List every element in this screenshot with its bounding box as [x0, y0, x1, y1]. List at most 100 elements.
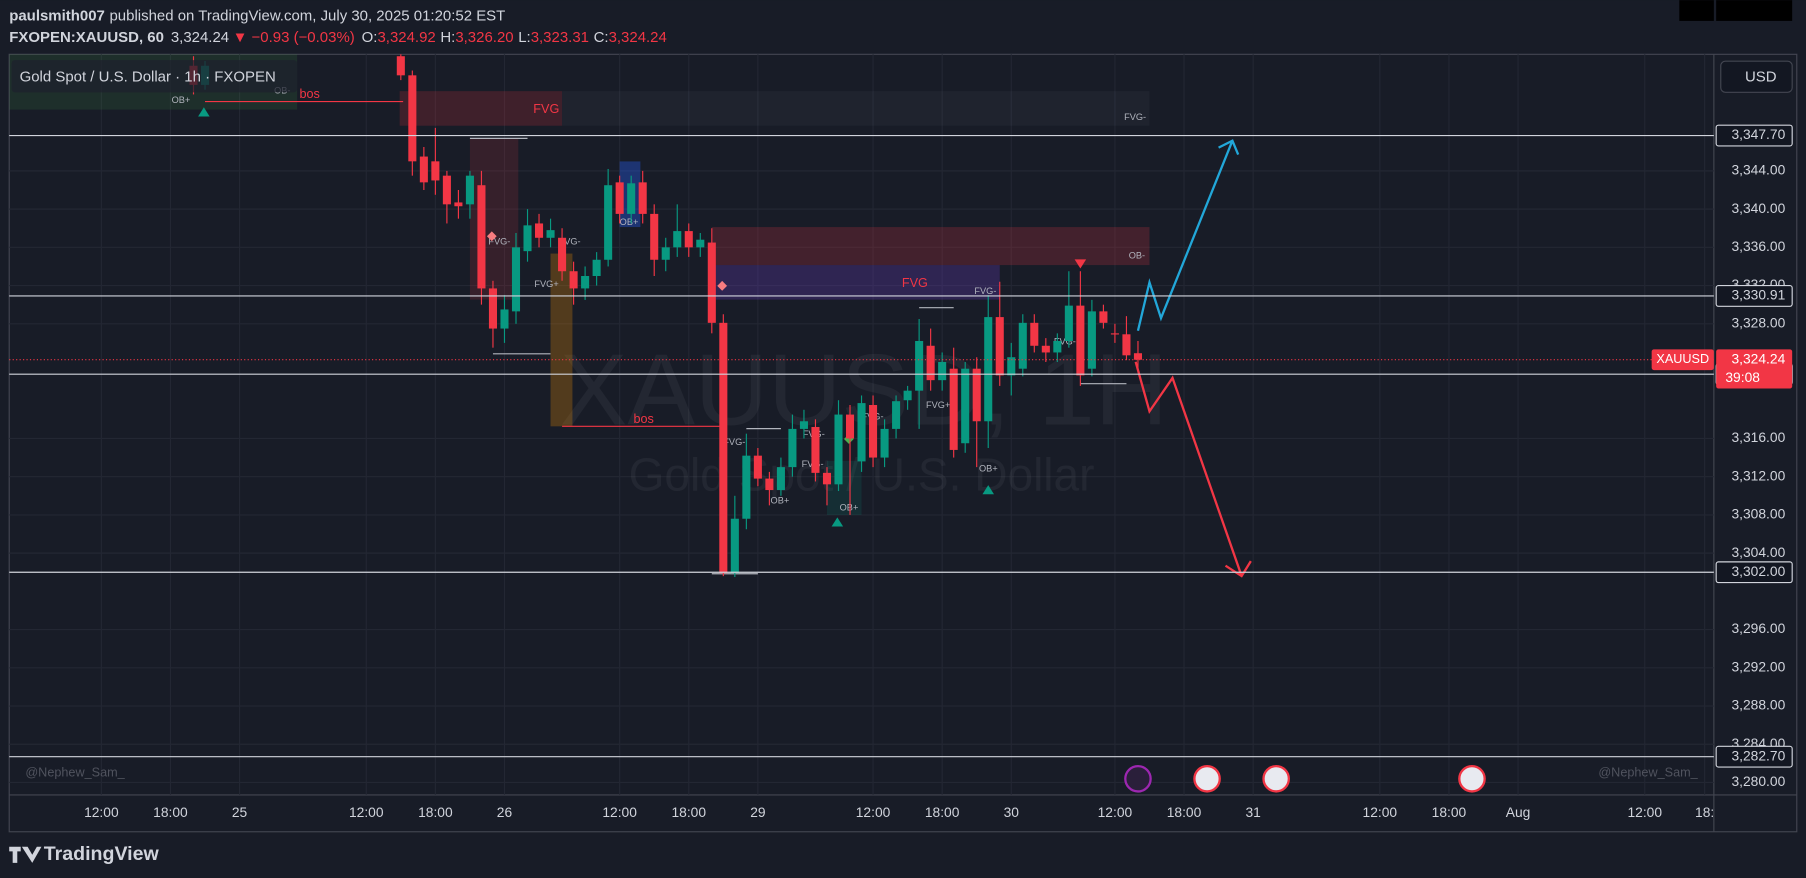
candle-body	[972, 368, 981, 422]
candle-body	[707, 242, 716, 323]
footer-logo: TradingView	[44, 843, 160, 865]
candle-body	[442, 175, 451, 205]
x-tick-label: 12:00	[1363, 804, 1398, 820]
annotation: FVG-	[723, 437, 745, 447]
legend-box	[11, 60, 298, 93]
level-label: 3,302.00	[1731, 563, 1785, 579]
candle-body	[834, 414, 843, 485]
grid	[9, 54, 1714, 795]
candle-body	[926, 345, 935, 381]
event-icon[interactable]	[1124, 764, 1152, 793]
level-label-box	[1715, 745, 1793, 768]
last-price-label: 3,324.24	[1731, 350, 1785, 366]
signal-arrow	[198, 107, 210, 117]
y-tick-label: 3,316.00	[1731, 429, 1785, 445]
ohlc-label: C:	[594, 29, 609, 46]
candle-body	[431, 161, 440, 181]
signal-arrow	[1074, 259, 1087, 269]
annotation: OB+	[840, 503, 859, 513]
candle-body	[684, 231, 693, 248]
level-label: 3,282.70	[1731, 747, 1785, 763]
x-tick-label: Aug	[1506, 804, 1531, 820]
y-tick-label: 3,292.00	[1731, 658, 1785, 674]
countdown: 39:08	[1725, 369, 1760, 385]
ohlc-label: O:	[362, 29, 378, 46]
candle-body	[454, 202, 463, 207]
y-tick-label: 3,336.00	[1731, 238, 1785, 254]
candle-body	[569, 271, 578, 289]
annotation: FVG+	[534, 279, 558, 289]
candle-body	[822, 472, 832, 485]
candle-body	[869, 405, 878, 458]
x-tick-label: 26	[497, 804, 513, 820]
zone	[562, 91, 1150, 126]
candle-body	[511, 247, 521, 312]
ohlc-label: L:	[518, 29, 530, 46]
arrow-head	[1218, 139, 1240, 155]
candle-body	[730, 518, 739, 574]
zone	[711, 227, 1150, 266]
zone	[469, 138, 519, 300]
event-icon[interactable]	[1262, 764, 1290, 793]
candle-body	[1122, 334, 1131, 356]
candle-body	[604, 185, 613, 260]
low-tag	[1679, 0, 1714, 21]
x-tick-label: 12:00	[349, 804, 384, 820]
signature: @Nephew_Sam_	[25, 765, 125, 779]
x-tick-label: 25	[232, 804, 248, 820]
annotation: FVG	[902, 276, 928, 290]
x-tick-label: 18:00	[925, 804, 960, 820]
annotation: OB+	[172, 95, 191, 105]
ohlc-value: 3,323.31	[531, 29, 589, 46]
event-icon[interactable]	[1193, 764, 1221, 793]
y-tick-label: 3,328.00	[1731, 314, 1785, 330]
x-tick-label: 18:00	[1432, 804, 1467, 820]
event-icons	[1124, 764, 1486, 793]
candle-body	[788, 428, 797, 468]
y-tick-label: 3,288.00	[1731, 697, 1785, 713]
annotation: bos	[299, 87, 319, 101]
price: 3,324.24	[171, 29, 229, 46]
annotation: FVG-	[1054, 337, 1076, 347]
signal-arrow	[831, 517, 844, 527]
candle-body	[535, 223, 544, 238]
candle-body	[903, 390, 912, 401]
level-label-box	[1715, 124, 1793, 147]
symbol-tag-label: XAUUSD	[1656, 352, 1709, 366]
x-tick-label: 31	[1245, 804, 1260, 820]
candle-body	[488, 288, 497, 329]
author: paulsmith007	[9, 7, 105, 24]
x-tick-label: 18:00	[671, 804, 706, 820]
bull-path	[1136, 140, 1234, 331]
annotation: FVG	[533, 102, 559, 116]
currency-label: USD	[1745, 68, 1777, 85]
x-tick-label: 30	[1004, 804, 1020, 820]
signature: @Nephew_Sam_	[1598, 765, 1698, 779]
y-tick-label: 3,344.00	[1731, 162, 1785, 178]
symbol: FXOPEN:XAUUSD, 60	[9, 29, 164, 46]
change: ▼ −0.93 (−0.03%)	[233, 29, 355, 46]
signal-dot	[486, 231, 497, 242]
candle-body	[1076, 305, 1085, 376]
candle-body	[1099, 311, 1108, 323]
arrow-head	[1224, 560, 1252, 578]
candle-body	[995, 317, 1004, 376]
zone	[550, 253, 573, 427]
event-icon[interactable]	[1458, 764, 1486, 793]
candle-body	[627, 183, 636, 214]
candle-body	[1110, 333, 1119, 335]
level-label: 3,330.91	[1731, 287, 1785, 303]
candle-body	[661, 247, 670, 260]
currency-button[interactable]	[1720, 60, 1793, 93]
chart-frame	[8, 53, 1798, 833]
y-tick-label: 3,340.00	[1731, 200, 1785, 216]
candle-body	[719, 322, 728, 574]
x-tick-label: 12:00	[602, 804, 637, 820]
candle-body	[1018, 322, 1027, 369]
candle-body	[523, 225, 532, 252]
candle-body	[857, 403, 866, 462]
y-tick-label: 3,312.00	[1731, 467, 1785, 483]
candle-body	[1007, 357, 1016, 376]
